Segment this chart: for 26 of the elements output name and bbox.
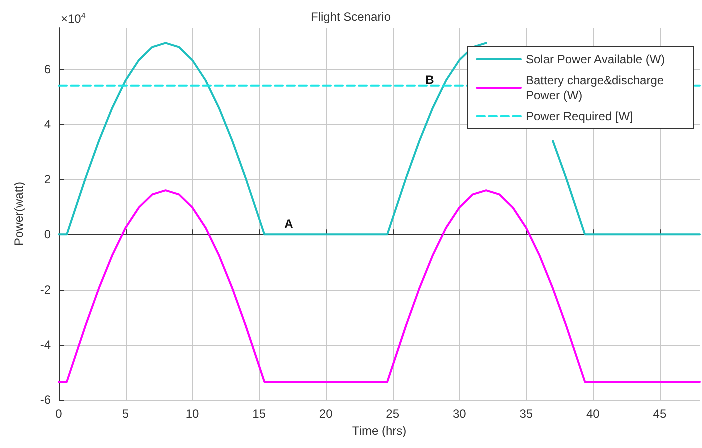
x-axis-title: Time (hrs) — [352, 424, 407, 438]
x-tick-label: 25 — [386, 407, 400, 421]
y-axis-title: Power(watt) — [12, 182, 26, 246]
y-tick-label: -4 — [40, 338, 52, 352]
y-tick-label: 4 — [44, 117, 52, 132]
x-tick-label: 5 — [122, 407, 130, 421]
legend-label: Power Required [W] — [526, 110, 634, 124]
y-tick-label: 0 — [44, 228, 52, 242]
x-tick-label: 30 — [452, 407, 467, 421]
x-tick-label: 35 — [520, 407, 534, 421]
x-tick-label: 20 — [319, 407, 334, 421]
y-tick-label: -6 — [40, 393, 52, 407]
y-tick-label: 6 — [44, 62, 52, 76]
x-tick-label: 45 — [653, 407, 667, 421]
legend-label: Solar Power Available (W) — [526, 52, 666, 66]
y-tick-label: 2 — [44, 172, 52, 187]
x-tick-label: 0 — [56, 407, 63, 421]
x-tick-label: 15 — [252, 407, 266, 421]
chart-title: Flight Scenario — [310, 10, 392, 24]
legend-label: Battery charge&discharge Power (W) — [526, 74, 668, 102]
y-tick-label: -2 — [40, 282, 52, 297]
line-series — [58, 190, 701, 384]
x-tick-label: 10 — [186, 407, 200, 421]
annotation: A — [284, 217, 294, 231]
x-tick-label: 40 — [586, 407, 600, 421]
annotation: B — [426, 73, 435, 87]
